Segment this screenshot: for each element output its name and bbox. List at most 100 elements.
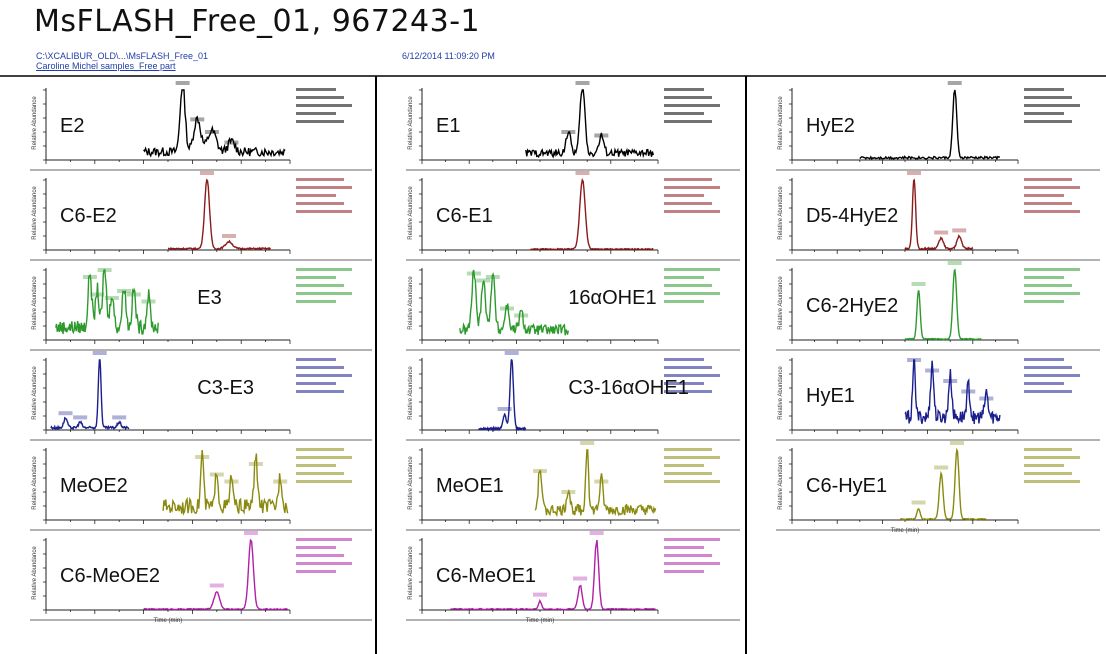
scan-info-text [1024, 104, 1080, 107]
scan-info-text [296, 546, 336, 549]
compound-label: E2 [60, 115, 84, 137]
scan-info-text [296, 562, 352, 565]
scan-info-text [296, 374, 352, 377]
chromatogram-trace [459, 269, 569, 336]
scan-info-text [296, 202, 344, 205]
scan-info-text [296, 210, 352, 213]
scan-info-text [296, 268, 352, 271]
peak-label-mark [195, 455, 210, 459]
scan-info-text [1024, 194, 1064, 197]
scan-info-text [664, 292, 720, 295]
scan-info-text [664, 374, 720, 377]
scan-info-text [1024, 120, 1072, 123]
chromatogram-panel: Relative Abundance Time (min) C6-MeOE2 [30, 531, 372, 624]
chromatogram-trace [55, 269, 159, 335]
peak-label-mark [925, 368, 940, 373]
chromatogram-panel: Relative Abundance C6-E1 [406, 171, 740, 261]
peak-label-mark [514, 313, 529, 318]
peak-label-mark [961, 389, 976, 394]
chromatogram-trace [167, 178, 272, 251]
scan-info-text [1024, 268, 1080, 271]
peak-label-mark [224, 140, 239, 145]
peak-label-mark [949, 441, 964, 445]
peak-label-mark [533, 469, 547, 473]
scan-info-text [1024, 292, 1080, 295]
peak-label-mark [580, 441, 595, 445]
scan-info-text [664, 178, 712, 181]
compound-label: 16αOHE1 [568, 287, 656, 309]
chromatogram-panel: Relative Abundance MeOE1 [406, 441, 740, 531]
peak-label-mark [248, 462, 263, 466]
scan-info-text [296, 448, 344, 451]
peak-label-mark [112, 415, 127, 420]
peak-label-mark [907, 171, 922, 175]
chromatogram-trace [534, 449, 657, 518]
scan-info-text [1024, 382, 1064, 385]
y-axis-label: Relative Abundance [408, 276, 414, 330]
chromatogram-trace [143, 89, 286, 159]
scan-info-text [1024, 358, 1064, 361]
page-title: MsFLASH_Free_01, 967243-1 [34, 4, 481, 39]
chromatogram-trace [859, 89, 1001, 161]
scan-info-text [664, 472, 712, 475]
scan-info-text [664, 390, 712, 393]
scan-info-text [1024, 202, 1072, 205]
peak-label-mark [126, 292, 141, 297]
scan-info-text [664, 538, 720, 541]
chromatogram-panel: Relative Abundance Time (min) C6-MeOE1 [406, 531, 740, 624]
scan-info-text [664, 88, 704, 91]
peak-label-mark [209, 583, 224, 588]
y-axis-label: Relative Abundance [32, 96, 38, 150]
peak-label-mark [204, 130, 219, 134]
peak-label-mark [466, 271, 481, 276]
compound-label: C6-HyE1 [806, 475, 887, 497]
peak-label-mark [594, 133, 609, 138]
y-axis-label: Relative Abundance [408, 546, 414, 600]
chromatogram-panel: Relative Abundance E3 [30, 268, 372, 351]
scan-info-text [1024, 186, 1080, 189]
y-axis-label: Relative Abundance [32, 276, 38, 330]
scan-info-text [296, 538, 352, 541]
scan-info-text [664, 464, 704, 467]
compound-label: MeOE2 [60, 475, 128, 497]
peak-label-mark [907, 358, 922, 362]
scan-info-text [664, 562, 720, 565]
compound-label: D5-4HyE2 [806, 205, 898, 227]
peak-label-mark [497, 407, 512, 411]
y-axis-label: Relative Abundance [778, 96, 784, 150]
scan-info-text [664, 480, 720, 483]
scan-info-text [664, 300, 704, 303]
chromatogram-panel: Relative Abundance 16αOHE1 [406, 268, 740, 351]
y-axis-label: Relative Abundance [32, 366, 38, 420]
peak-label-mark [943, 379, 958, 383]
peak-label-mark [934, 465, 949, 470]
scan-info-text [1024, 178, 1072, 181]
scan-info-text [296, 276, 336, 279]
compound-label: E1 [436, 115, 460, 137]
peak-label-mark [82, 275, 97, 279]
peak-label-mark [58, 411, 73, 416]
peak-label-mark [90, 292, 105, 297]
chromatogram-panel: Relative Abundance HyE2 [776, 81, 1100, 171]
chromatogram-trace [450, 539, 656, 611]
peak-label-mark [97, 268, 112, 272]
compound-label: C6-MeOE1 [436, 565, 536, 587]
scan-info-text [664, 366, 712, 369]
chromatogram-panel: Relative Abundance C6-2HyE2 [776, 261, 1100, 351]
compound-label: C6-E2 [60, 205, 117, 227]
scan-info-text [664, 268, 720, 271]
peak-label-mark [594, 479, 609, 484]
scan-info-text [1024, 472, 1072, 475]
compound-label: HyE2 [806, 115, 855, 137]
peak-label-mark [947, 81, 962, 85]
y-axis-label: Relative Abundance [32, 546, 38, 600]
scan-info-text [1024, 480, 1080, 483]
chromatogram-panel: Relative Abundance E2 [30, 81, 372, 171]
chromatogram-trace [50, 359, 130, 431]
scan-info-text [1024, 374, 1080, 377]
scan-info-text [664, 358, 704, 361]
scan-info-text [664, 120, 712, 123]
peak-label-mark [561, 130, 576, 134]
y-axis-label: Relative Abundance [778, 276, 784, 330]
